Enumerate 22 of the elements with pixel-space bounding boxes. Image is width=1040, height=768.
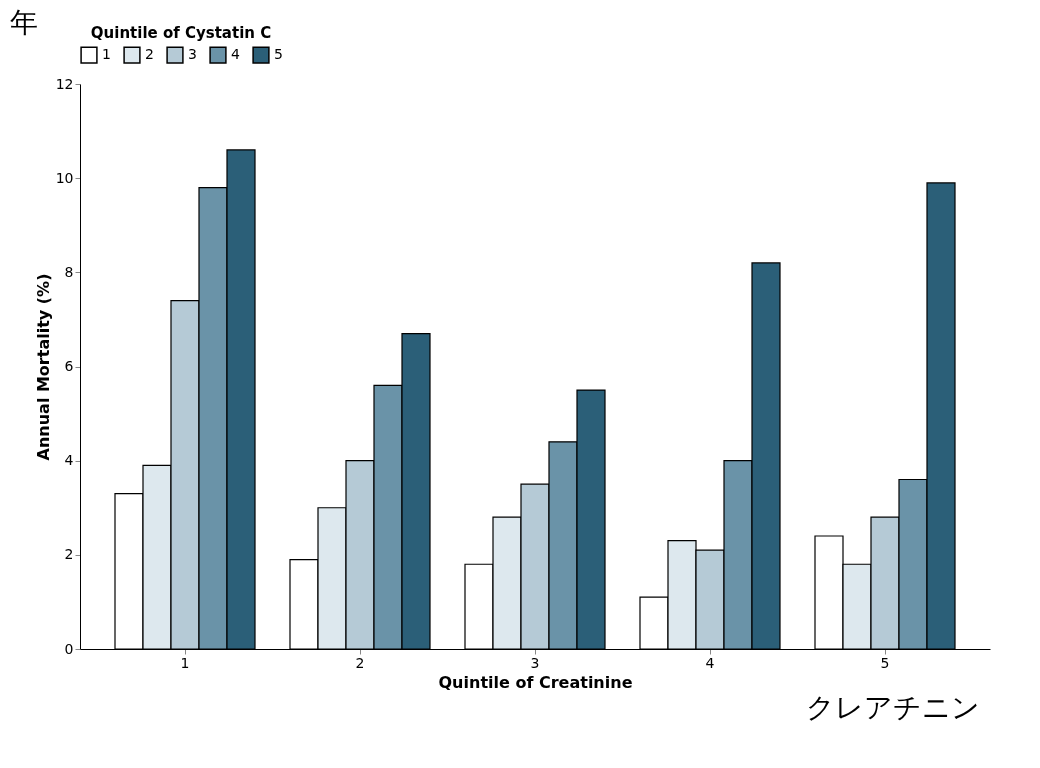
y-tick-label: 0 xyxy=(64,640,74,657)
y-axis-title: Annual Mortality (%) xyxy=(33,273,53,461)
y-tick-label: 6 xyxy=(64,358,74,374)
y-tick-label: 2 xyxy=(64,546,74,563)
x-tick-label: 4 xyxy=(705,654,715,671)
x-tick-label: 3 xyxy=(530,654,540,671)
text: クレアチニン xyxy=(806,691,980,724)
y-tick-label: 10 xyxy=(55,169,74,186)
y-tick-label: 8 xyxy=(64,263,74,280)
legend-label: 4 xyxy=(231,46,240,63)
y-tick-label: 4 xyxy=(64,452,74,469)
x-tick-label: 2 xyxy=(355,654,365,671)
legend-label: 3 xyxy=(188,46,197,63)
x-tick-label: 1 xyxy=(180,654,190,671)
x-tick-label: 5 xyxy=(880,654,890,671)
legend-title: Quintile of Cystatin C xyxy=(90,24,272,42)
text: 年 xyxy=(10,6,38,39)
legend-label: 5 xyxy=(274,46,283,63)
legend-label: 2 xyxy=(145,46,154,63)
legend-label: 1 xyxy=(102,46,111,63)
x-axis-title: Quintile of Creatinine xyxy=(438,672,633,692)
y-tick-label: 12 xyxy=(55,75,74,92)
